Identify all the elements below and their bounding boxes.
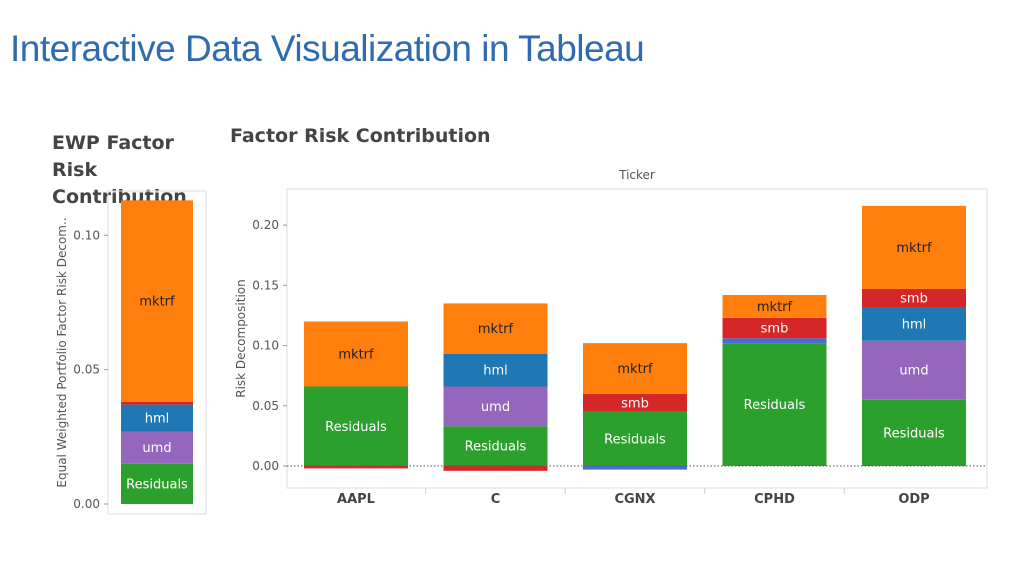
bar-segment-mktrf [583, 343, 687, 394]
y-tick-label: 0.10 [252, 339, 279, 353]
bar-segment-Residuals [304, 386, 408, 466]
bar-segment-Residuals [121, 463, 193, 504]
y-axis-title: Equal Weighted Portfolio Factor Risk Dec… [55, 217, 69, 487]
bar-segment-umd [121, 431, 193, 464]
bar-segment-other_blue [583, 466, 687, 470]
segment-label: mktrf [478, 322, 514, 337]
segment-label: umd [481, 400, 510, 415]
segment-label: mktrf [139, 295, 175, 310]
bar-segment-smb [583, 393, 687, 412]
segment-label: Residuals [126, 477, 188, 492]
bar-segment-mktrf [443, 303, 548, 354]
category-label: C [491, 492, 501, 507]
bar-segment-other_blue [722, 338, 827, 344]
segment-label: hml [902, 317, 927, 332]
y-tick-label: 0.15 [252, 278, 279, 292]
segment-label: mktrf [617, 362, 653, 377]
bar-segment-other_red [443, 466, 548, 471]
category-label: CGNX [614, 492, 655, 507]
bar-segment-Residuals [722, 343, 827, 466]
y-axis-title: Risk Decomposition [234, 279, 248, 397]
chart-1: 0.00 0.05 0.10 0.15 0.20 Risk Decomposition Ti… [234, 168, 988, 507]
plot-frame [107, 190, 207, 515]
y-tick-label: 0.00 [252, 459, 279, 473]
segment-label: Residuals [883, 426, 945, 441]
right-chart-title: Factor Risk Contribution [230, 125, 491, 147]
segment-label: umd [899, 364, 928, 379]
bar-segment-umd [862, 340, 966, 400]
bar-segment-smb [862, 288, 966, 308]
y-tick-label: 0.05 [252, 399, 279, 413]
bar-segment-smb [722, 317, 827, 339]
segment-label: smb [900, 291, 928, 306]
column-header: Ticker [618, 168, 655, 182]
bar-segment-Residuals [862, 399, 966, 466]
slide-title: Interactive Data Visualization in Tablea… [10, 28, 645, 69]
segment-label: Residuals [465, 440, 527, 455]
plot-frame [286, 188, 988, 489]
bar-segment-smb [121, 401, 193, 405]
bar-segment-hml [443, 353, 548, 387]
y-tick-label: 0.20 [252, 218, 279, 232]
segment-label: hml [483, 364, 508, 379]
bar-segment-mktrf [304, 321, 408, 387]
bar-segment-mktrf [121, 200, 193, 402]
bar-segment-mktrf [862, 205, 966, 289]
bar-segment-umd [443, 386, 548, 427]
bar-segment-mktrf [722, 294, 827, 318]
segment-label: mktrf [338, 347, 374, 362]
segment-label: smb [761, 322, 789, 337]
y-tick-label: 0.10 [73, 228, 100, 242]
segment-label: mktrf [896, 241, 932, 256]
bar-segment-Residuals [583, 411, 687, 466]
segment-label: mktrf [757, 300, 793, 315]
category-label: AAPL [337, 492, 375, 507]
bar-segment-other_red [304, 466, 408, 469]
segment-label: Residuals [325, 420, 387, 435]
category-label: ODP [898, 492, 929, 507]
category-label: CPHD [754, 492, 795, 507]
segment-label: Residuals [744, 398, 806, 413]
y-tick-label: 0.05 [73, 363, 100, 377]
y-tick-label: 0.00 [73, 497, 100, 511]
bar-segment-Residuals [443, 426, 548, 466]
segment-label: smb [621, 396, 649, 411]
segment-label: hml [145, 412, 170, 427]
bar-segment-hml [862, 307, 966, 341]
chart-0: 0.00 0.05 0.10 Equal Weighted Portfolio Fac… [55, 190, 207, 515]
segment-label: umd [142, 441, 171, 456]
segment-label: Residuals [604, 432, 666, 447]
bar-segment-hml [121, 404, 193, 432]
